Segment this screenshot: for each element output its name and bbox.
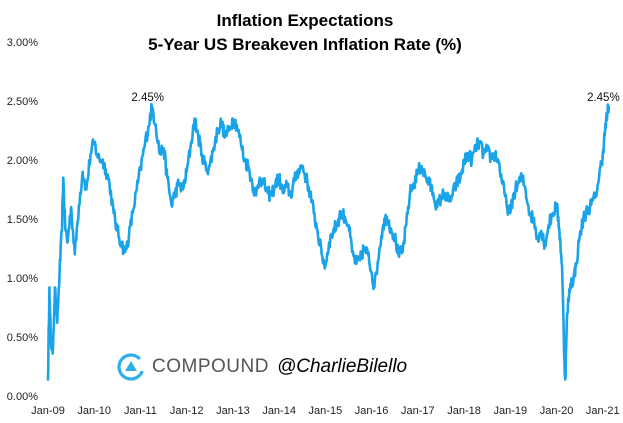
x-tick-label: Jan-13 — [216, 405, 250, 417]
x-tick-label: Jan-21 — [586, 405, 620, 417]
branding-watermark: COMPOUND @CharlieBilello — [116, 352, 407, 382]
y-tick-label: 0.50% — [7, 332, 38, 344]
x-axis-ticks: Jan-09 Jan-10 Jan-11 Jan-12 Jan-13 Jan-14 Jan-… — [31, 405, 619, 417]
x-tick-label: Jan-19 — [493, 405, 527, 417]
x-tick-label: Jan-17 — [401, 405, 435, 417]
series-layer — [46, 102, 611, 381]
x-tick-label: Jan-10 — [77, 405, 111, 417]
x-tick-label: Jan-09 — [31, 405, 65, 417]
y-tick-label: 0.00% — [7, 391, 38, 403]
chart-subtitle: 5-Year US Breakeven Inflation Rate (%) — [148, 35, 462, 54]
data-annotation: 2.45% — [131, 92, 164, 104]
x-tick-label: Jan-14 — [262, 405, 296, 417]
x-tick-label: Jan-11 — [124, 405, 157, 417]
x-tick-label: Jan-16 — [355, 405, 389, 417]
y-tick-label: 3.00% — [7, 37, 38, 49]
chart-title: Inflation Expectations — [217, 11, 394, 30]
y-tick-label: 1.00% — [7, 273, 38, 285]
annotations: 2.45% 2.45% — [131, 92, 619, 104]
y-tick-label: 2.00% — [7, 155, 38, 167]
brand-handle: @CharlieBilello — [276, 356, 408, 377]
x-tick-label: Jan-12 — [170, 405, 204, 417]
compound-logo-icon — [117, 353, 145, 381]
y-axis-ticks: 0.00% 0.50% 1.00% 1.50% 2.00% 2.50% 3.00% — [7, 37, 38, 403]
brand-name: COMPOUND — [152, 356, 269, 377]
x-tick-label: Jan-20 — [540, 405, 574, 417]
y-tick-label: 2.50% — [7, 96, 38, 108]
data-annotation: 2.45% — [587, 92, 620, 104]
y-tick-label: 1.50% — [7, 214, 38, 226]
x-tick-label: Jan-15 — [309, 405, 343, 417]
series-line — [46, 102, 611, 381]
x-tick-label: Jan-18 — [447, 405, 481, 417]
